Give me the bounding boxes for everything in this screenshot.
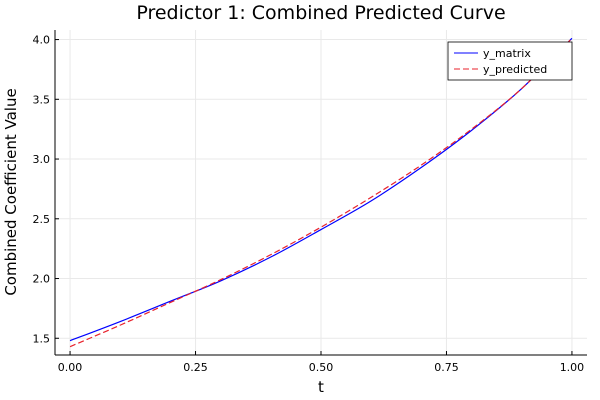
x-tick-label: 1.00 [560, 361, 585, 374]
y-axis-title: Combined Coefficient Value [2, 88, 20, 295]
series-line-y-predicted [69, 37, 573, 348]
legend: y_matrix y_predicted [447, 41, 573, 81]
series-group [69, 37, 573, 348]
y-tick-label: 2.0 [33, 273, 51, 286]
x-tick-label: 0.50 [309, 361, 334, 374]
y-tick-label: 3.5 [33, 93, 51, 106]
x-axis-title: t [318, 378, 324, 396]
y-tick-label: 3.0 [33, 153, 51, 166]
grid [55, 30, 587, 355]
ticks: 0.00 0.25 0.50 0.75 1.00 1.5 2.0 2.5 3.0 3.5 4.0 [33, 34, 585, 374]
x-tick-label: 0.00 [58, 361, 83, 374]
series-line-y-matrix [69, 37, 573, 342]
x-tick-label: 0.25 [183, 361, 208, 374]
legend-box [447, 41, 573, 81]
x-tick-label: 0.75 [434, 361, 459, 374]
legend-label-y-predicted: y_predicted [483, 63, 547, 76]
y-tick-label: 2.5 [33, 213, 51, 226]
legend-label-y-matrix: y_matrix [483, 47, 531, 60]
y-tick-label: 4.0 [33, 34, 51, 47]
chart-title: Predictor 1: Combined Predicted Curve [136, 2, 505, 24]
y-tick-label: 1.5 [33, 332, 51, 345]
